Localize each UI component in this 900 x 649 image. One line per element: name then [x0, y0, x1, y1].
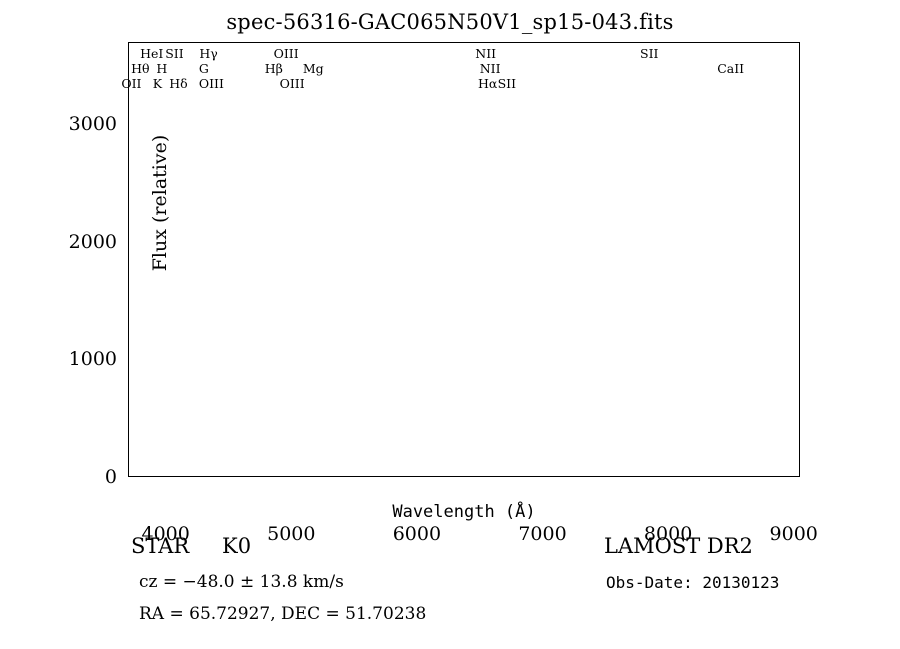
- line-label-H-4102: Hδ: [169, 76, 188, 91]
- y-tick-0: 0: [104, 466, 117, 488]
- line-label-HeI-3889: HeI: [140, 46, 164, 61]
- y-tick-2000: 2000: [68, 230, 117, 253]
- line-label-OIII-4364: OIII: [198, 76, 224, 91]
- x-tick-8000: 8000: [643, 523, 693, 545]
- line-label-OIII-4959: OIII: [273, 46, 299, 61]
- line-label-SII-4070: SII: [165, 46, 184, 61]
- x-tick-9000: 9000: [769, 523, 818, 545]
- line-label-NII-6583: NII: [479, 61, 501, 76]
- coordinates-label: RA = 65.72927, DEC = 51.70238: [139, 604, 427, 624]
- spectral-subclass-label: K0: [222, 534, 252, 558]
- x-tick-4000: 4000: [141, 523, 190, 545]
- line-label-H-6563: Hα: [477, 76, 498, 91]
- y-tick-3000: 3000: [68, 113, 117, 136]
- line-label-OIII-5007: OIII: [279, 76, 305, 91]
- y-tick-1000: 1000: [68, 348, 117, 371]
- plot-area: OII Hθ HeI K H SII Hδ G Hγ OIII Hβ OIII OIII Mg NII Hα N…: [69, 42, 818, 545]
- line-label-G-4304: G: [198, 61, 209, 76]
- x-tick-6000: 6000: [392, 523, 442, 545]
- page-title: spec-56316-GAC065N50V1_sp15-043.fits: [226, 10, 674, 34]
- line-label-CaII-8498: CaII: [717, 61, 745, 76]
- line-label-H-4341: Hγ: [199, 46, 218, 61]
- plot-frame: [128, 42, 800, 477]
- line-label-OII-3727: OII: [121, 76, 142, 91]
- obs-date-label: Obs-Date: 20130123: [606, 573, 780, 592]
- line-label-NII-6548: NII: [475, 46, 497, 61]
- line-label-H-4861: Hβ: [264, 61, 283, 76]
- line-label-H-3969: H: [156, 61, 168, 76]
- x-tick-7000: 7000: [518, 523, 567, 545]
- line-label-SII-7850: SII: [640, 46, 659, 61]
- x-tick-5000: 5000: [267, 523, 316, 545]
- line-label-K-3934: K: [152, 76, 163, 91]
- line-label-Mg-5175: Mg: [302, 61, 324, 76]
- line-label-H-3798: Hθ: [131, 61, 150, 76]
- x-axis-title: Wavelength (Å): [392, 502, 536, 522]
- y-axis-title: Flux (relative): [149, 134, 171, 272]
- redshift-velocity-label: cz = −48.0 ± 13.8 km/s: [139, 572, 344, 592]
- line-label-SII-6716: SII: [497, 76, 517, 91]
